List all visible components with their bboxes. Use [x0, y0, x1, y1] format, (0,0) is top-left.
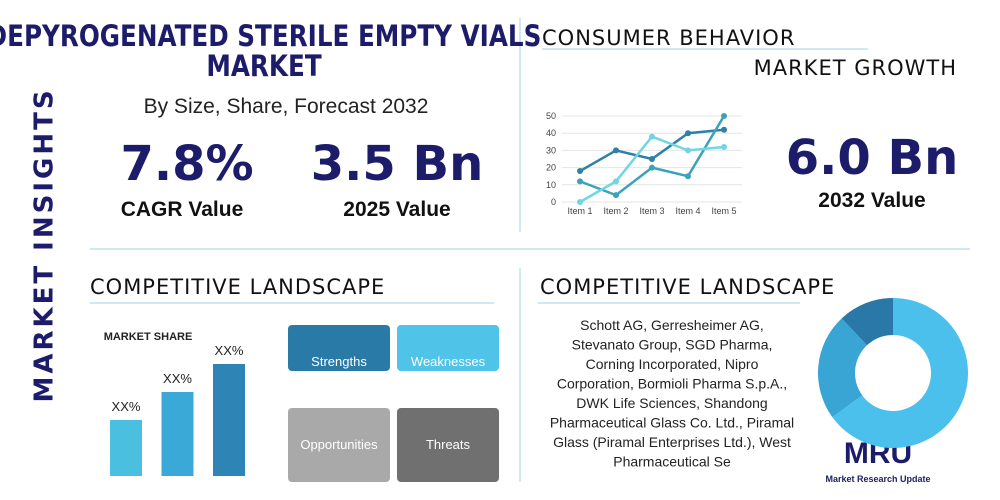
- stat-label: 2032 Value: [818, 189, 925, 212]
- swot-label: Strengths: [311, 354, 367, 369]
- x-tick-label: Item 2: [603, 206, 628, 216]
- section-title: CONSUMER BEHAVIOR: [542, 26, 795, 50]
- point: [577, 178, 583, 185]
- stat-value: 3.5 Bn: [311, 136, 484, 192]
- y-tick-label: 50: [546, 111, 556, 121]
- x-tick-label: Item 3: [639, 206, 664, 216]
- swot-label: Weaknesses: [411, 354, 486, 369]
- company-list: Glass (Piramal Enterprises Ltd.), West: [553, 434, 791, 450]
- point: [577, 168, 583, 175]
- bar: [213, 364, 245, 476]
- point: [613, 147, 619, 154]
- y-tick-label: 30: [546, 145, 556, 155]
- logo-caption: Market Research Update: [825, 474, 930, 484]
- bar-label: XX%: [163, 371, 192, 386]
- point: [685, 147, 691, 154]
- donut-slice: [841, 298, 893, 346]
- company-list: Corning Incorporated, Nipro: [586, 356, 759, 372]
- stat-value: 7.8%: [120, 136, 253, 192]
- swot-box: [397, 325, 499, 371]
- bar-label: XX%: [112, 399, 141, 414]
- title: MARKET: [206, 50, 322, 83]
- swot-box: [288, 408, 390, 482]
- x-tick-label: Item 4: [675, 206, 700, 216]
- company-list: Corporation, Bormioli Pharma S.p.A.,: [557, 376, 787, 392]
- stat-value: 6.0 Bn: [786, 130, 959, 186]
- point: [721, 113, 727, 119]
- point: [613, 192, 619, 199]
- section-title: MARKET GROWTH: [754, 56, 957, 80]
- donut-slice: [832, 298, 968, 449]
- y-tick-label: 10: [546, 180, 556, 190]
- swot-label: Threats: [426, 437, 471, 452]
- stat-label: 2025 Value: [343, 198, 450, 221]
- section-title: COMPETITIVE LANDSCAPE: [540, 275, 835, 299]
- swot-box: [288, 325, 390, 371]
- donut-slice: [818, 318, 867, 418]
- company-list: Pharmaceutical Glass Co. Ltd., Piramal: [550, 415, 794, 431]
- x-tick-label: Item 5: [711, 206, 736, 216]
- point: [649, 164, 655, 171]
- x-tick-label: Item 1: [567, 206, 592, 216]
- company-list: Stevanato Group, SGD Pharma,: [572, 337, 773, 353]
- stat-label: CAGR Value: [121, 198, 244, 221]
- section-title: COMPETITIVE LANDSCAPE: [90, 275, 385, 299]
- point: [685, 173, 691, 180]
- point: [685, 130, 691, 137]
- chart-title: MARKET SHARE: [104, 331, 193, 343]
- company-list: DWK Life Sciences, Shandong: [576, 395, 767, 411]
- bar-label: XX%: [215, 343, 244, 358]
- point: [721, 126, 727, 133]
- point: [577, 199, 583, 205]
- y-tick-label: 40: [546, 128, 556, 138]
- company-list: Schott AG, Gerresheimer AG,: [580, 317, 764, 333]
- swot-label: Opportunities: [300, 437, 378, 452]
- point: [649, 133, 655, 140]
- company-list: Pharmaceutical Se: [613, 454, 731, 470]
- bar: [110, 420, 142, 476]
- y-tick-label: 0: [551, 197, 556, 207]
- subtitle: By Size, Share, Forecast 2032: [144, 95, 429, 118]
- swot-box: [397, 408, 499, 482]
- bar: [161, 392, 194, 476]
- side-label: MARKET INSIGHTS: [30, 87, 60, 402]
- point: [721, 143, 727, 150]
- y-tick-label: 20: [546, 163, 556, 173]
- point: [613, 178, 619, 185]
- point: [649, 156, 655, 162]
- title: DEPYROGENATED STERILE EMPTY VIALS: [0, 20, 541, 53]
